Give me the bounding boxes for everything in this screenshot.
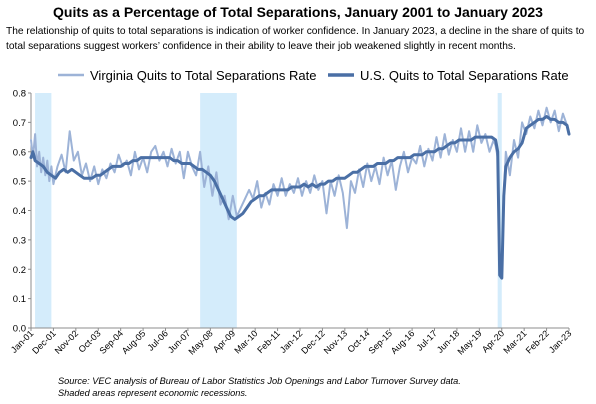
x-tick-label: Dec-12 [299,328,327,356]
chart-source: Source: VEC analysis of Bureau of Labor … [58,375,461,399]
y-tick-label: 0.8 [13,89,26,100]
y-tick-label: 0.3 [13,235,26,246]
recession-band-2 [200,93,237,328]
series-us-line [29,115,571,280]
y-tick-label: 0.7 [13,118,26,129]
x-tick-label: Nov-02 [53,328,81,356]
x-tick-label: May-19 [455,328,483,356]
x-tick-label: Sep-15 [366,328,394,356]
series-virginia-line [30,106,570,277]
x-tick-label: Jan-23 [547,328,574,355]
y-tick-label: 0.4 [13,206,26,217]
series-lines [29,106,571,280]
x-tick-label: May-08 [186,328,214,356]
y-tick-label: 0.6 [13,147,26,158]
x-tick-label: Aug-05 [120,328,148,356]
axes: 0.00.10.20.30.40.50.60.70.8Jan-01Dec-01N… [9,89,574,357]
source-line-1: Source: VEC analysis of Bureau of Labor … [58,376,461,386]
chart-title: Quits as a Percentage of Total Separatio… [53,4,543,20]
recession-band-1 [35,93,52,328]
x-tick-label: Sep-04 [97,328,125,356]
legend-label-2: U.S. Quits to Total Separations Rate [360,68,569,83]
x-tick-label: Aug-16 [389,328,417,356]
y-tick-label: 0.0 [13,324,26,335]
legend: Virginia Quits to Total Separations Rate… [58,68,569,83]
recession-shading [35,93,502,328]
legend-label-1: Virginia Quits to Total Separations Rate [90,68,316,83]
source-line-2: Shaded areas represent economic recessio… [58,388,248,398]
x-tick-label: Nov-13 [322,328,350,356]
chart-subtitle: The relationship of quits to total separ… [6,26,585,52]
x-tick-label: Dec-01 [30,328,58,356]
y-tick-label: 0.5 [13,177,26,188]
x-tick-label: Feb-22 [524,328,551,355]
x-tick-label: Mar-21 [501,328,528,355]
y-tick-label: 0.1 [13,294,26,305]
x-tick-label: Mar-10 [232,328,259,355]
y-tick-label: 0.2 [13,265,26,276]
x-tick-label: Feb-11 [255,328,282,355]
